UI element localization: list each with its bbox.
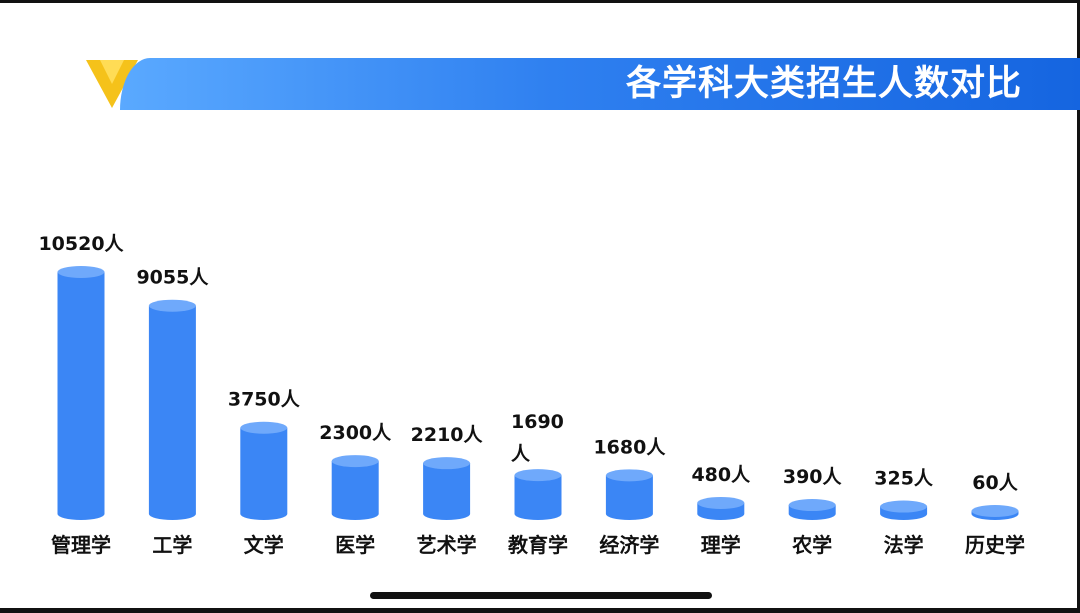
- category-label: 文学: [244, 533, 284, 557]
- data-label: 3750人: [228, 389, 301, 411]
- category-label: 教育学: [508, 533, 568, 557]
- category-label: 管理学: [51, 533, 111, 557]
- bar-top: [788, 499, 836, 512]
- bar-top: [57, 266, 105, 278]
- bar-9: [880, 500, 928, 520]
- bar-1: [148, 299, 196, 520]
- bar-top: [148, 299, 196, 312]
- bar-top: [605, 469, 653, 482]
- bar-top: [971, 505, 1019, 517]
- data-label: 2300人: [319, 422, 392, 444]
- screen-top-edge: [0, 0, 1080, 3]
- category-label: 工学: [152, 533, 192, 557]
- bar-0: [57, 266, 105, 520]
- bar-4: [423, 457, 471, 520]
- bar-10: [971, 505, 1019, 520]
- bar-body: [240, 427, 288, 520]
- bar-3: [331, 455, 379, 520]
- bar-8: [788, 499, 836, 520]
- chart-title: 各学科大类招生人数对比: [625, 64, 1022, 104]
- bar-body: [514, 475, 562, 520]
- title-banner: 各学科大类招生人数对比: [120, 58, 1080, 110]
- bar-body: [331, 461, 379, 520]
- category-label: 医学: [335, 533, 375, 557]
- category-label: 理学: [701, 533, 741, 557]
- screen-bottom-edge: [0, 608, 1080, 613]
- category-label: 农学: [791, 533, 832, 557]
- bar-body: [148, 305, 196, 520]
- category-label: 法学: [884, 533, 924, 557]
- bar-7: [697, 496, 745, 520]
- data-label: 390人: [783, 466, 843, 488]
- data-label: 480人: [691, 464, 751, 486]
- bar-body: [57, 272, 105, 520]
- bar-top: [514, 469, 562, 482]
- bar-2: [240, 421, 288, 520]
- screen-right-edge: [1077, 0, 1080, 613]
- bar-top: [240, 421, 288, 434]
- data-label: 2210人: [411, 424, 484, 446]
- bar-top: [697, 496, 745, 509]
- category-label: 艺术学: [417, 533, 477, 557]
- data-label: 1680人: [593, 436, 666, 458]
- bar-top: [880, 500, 928, 513]
- bar-5: [514, 469, 562, 520]
- bar-6: [605, 469, 653, 520]
- category-label: 历史学: [965, 533, 1025, 557]
- bar-body: [605, 475, 653, 520]
- data-label: 60人: [972, 472, 1018, 494]
- bar-body: [423, 463, 471, 520]
- funnel-logo-icon: [86, 60, 138, 108]
- bar-top: [331, 455, 379, 468]
- category-label: 经济学: [599, 533, 659, 557]
- data-label: 1690 人: [511, 411, 564, 465]
- home-indicator[interactable]: [370, 592, 712, 599]
- data-label: 9055人: [136, 267, 209, 289]
- bar-top: [423, 457, 471, 470]
- data-label: 10520人: [38, 233, 124, 255]
- data-label: 325人: [874, 468, 934, 490]
